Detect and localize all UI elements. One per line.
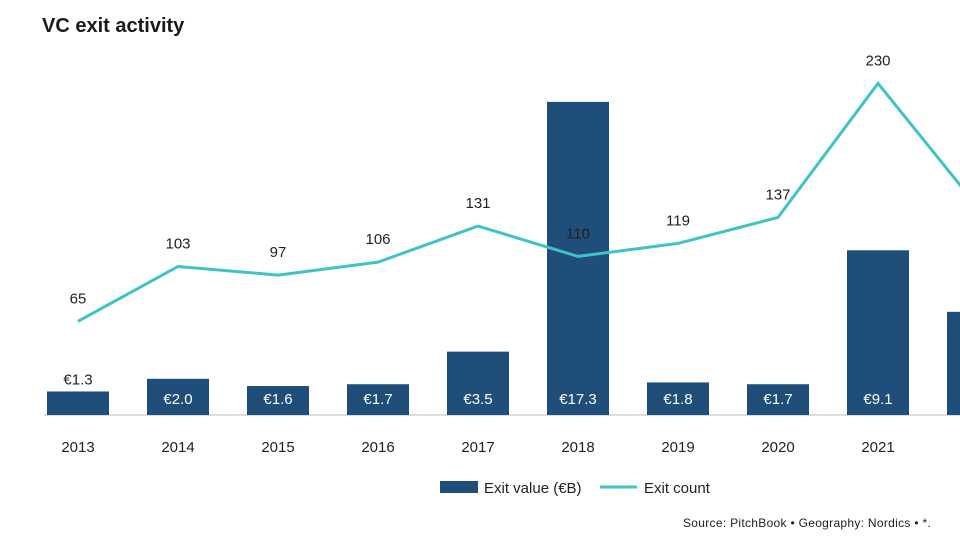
x-tick-label: 2021: [861, 439, 894, 456]
x-tick-label: 2015: [261, 439, 294, 456]
legend-bar-swatch: [440, 481, 478, 493]
bar-value-label: €9.1: [863, 391, 892, 408]
bar-2019: [647, 382, 709, 415]
source-note: Source: PitchBook • Geography: Nordics •…: [683, 516, 932, 530]
bar-value-label: €1.7: [363, 391, 392, 408]
x-tick-label: 2019: [661, 439, 694, 456]
bar-2020: [747, 384, 809, 415]
line-value-label: 110: [566, 225, 590, 242]
x-tick-label: 2020: [761, 439, 794, 456]
x-tick-label: 2014: [161, 439, 194, 456]
line-value-label: 230: [865, 52, 890, 69]
x-tick-label: 2017: [461, 439, 494, 456]
bar-2018: [547, 101, 609, 416]
bar-value-label: €1.8: [663, 391, 692, 408]
chart-title: VC exit activity: [42, 15, 185, 37]
bar-value-label: €2.0: [163, 391, 192, 408]
exit-count-line: [77, 80, 960, 323]
bar-value-label: €3.5: [463, 391, 492, 408]
bar-value-label: €1.6: [263, 391, 292, 408]
bar-2014: [147, 378, 209, 415]
x-tick-label: 2016: [361, 439, 394, 456]
bar-partial: [947, 311, 960, 415]
bar-2016: [347, 384, 409, 415]
line-value-label: 137: [765, 186, 790, 203]
bar-value-label: €1.3: [63, 371, 92, 388]
line-value-label: 97: [270, 244, 287, 261]
line-value-label: 106: [365, 231, 390, 248]
x-tick-label: 2013: [61, 439, 94, 456]
bar-value-label: €17.3: [559, 391, 597, 408]
bar-2015: [247, 386, 309, 415]
x-tick-label: 2018: [561, 439, 594, 456]
line-value-label: 119: [666, 212, 690, 229]
bar-value-label: €1.7: [763, 391, 792, 408]
line-value-label: 65: [70, 290, 87, 307]
bar-2013: [47, 391, 109, 415]
line-value-label: 103: [165, 235, 190, 252]
line-value-label: 131: [465, 195, 490, 212]
bar-2021: [847, 250, 909, 415]
bar-2017: [447, 351, 509, 415]
legend-exit-count: Exit count: [644, 480, 711, 497]
legend-exit-value: Exit value (€B): [484, 480, 582, 497]
